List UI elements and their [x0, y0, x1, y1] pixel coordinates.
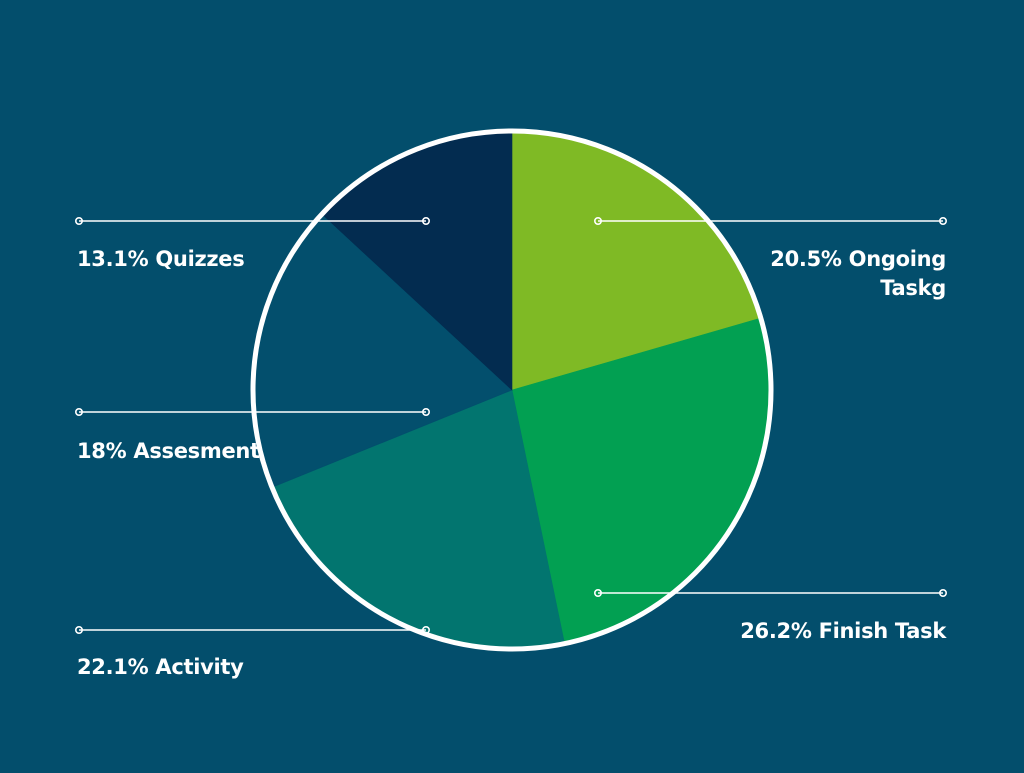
leader-dot-activity-end [421, 625, 430, 634]
label-quizzes: 13.1% Quizzes [77, 245, 245, 274]
leader-dot-finish-task-end [938, 588, 947, 597]
label-finish-task-line-1: 26.2% Finish Task [740, 619, 946, 643]
label-ongoing-task: 20.5% Ongoing Taskg [770, 245, 946, 303]
label-assesment: 18% Assesment [77, 437, 260, 466]
leader-dot-assesment-start [75, 407, 84, 416]
pie-outline [250, 128, 774, 652]
leader-dot-assesment-end [421, 407, 430, 416]
label-assesment-line-1: 18% Assesment [77, 439, 260, 463]
leader-lines [75, 217, 947, 634]
leader-dot-activity-start [75, 625, 84, 634]
label-activity-line-1: 22.1% Activity [77, 655, 244, 679]
leader-dot-ongoing-task-end [938, 217, 947, 226]
leader-dot-quizzes-start [75, 217, 84, 226]
pie-slices [254, 132, 770, 648]
label-quizzes-line-1: 13.1% Quizzes [77, 247, 245, 271]
leader-dot-ongoing-task-start [593, 217, 602, 226]
label-activity: 22.1% Activity [77, 653, 244, 682]
leader-dot-finish-task-start [593, 588, 602, 597]
label-ongoing-task-line-1: 20.5% Ongoing [770, 247, 946, 271]
leader-dot-quizzes-end [421, 217, 430, 226]
label-ongoing-task-line-2: Taskg [880, 276, 946, 300]
label-finish-task: 26.2% Finish Task [740, 617, 946, 646]
